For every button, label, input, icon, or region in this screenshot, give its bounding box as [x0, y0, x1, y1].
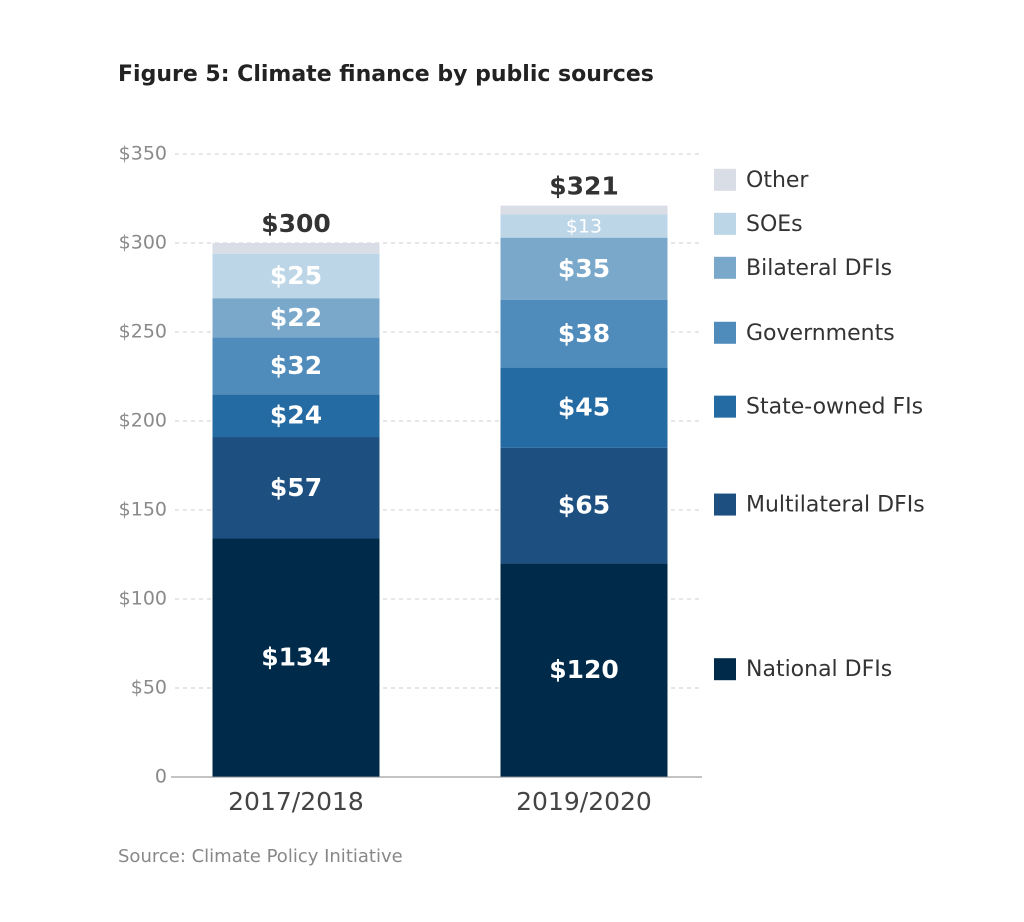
- bar-segment: [212, 243, 380, 254]
- y-tick-label: $100: [119, 588, 167, 610]
- data-label: $32: [270, 351, 322, 380]
- legend-swatch: [714, 395, 736, 418]
- legend-label: Governments: [746, 321, 895, 346]
- legend-swatch: [714, 321, 736, 344]
- legend-swatch: [714, 658, 736, 681]
- y-tick-label: $350: [119, 143, 167, 165]
- legend-swatch: [714, 212, 736, 235]
- bar-segment: [500, 447, 668, 564]
- bar-segment: [500, 563, 668, 777]
- source-note: Source: Climate Policy Initiative: [118, 846, 403, 867]
- total-label: $321: [549, 172, 619, 201]
- legend-swatch: [714, 256, 736, 279]
- data-label: $22: [270, 303, 322, 332]
- y-tick-label: $300: [119, 232, 167, 254]
- bar-segment: [500, 299, 668, 368]
- legend-label: SOEs: [746, 212, 803, 237]
- y-tick-label: $50: [131, 677, 167, 699]
- legend-label: Bilateral DFIs: [746, 256, 892, 281]
- bar-segment: [500, 214, 668, 238]
- bar-segment: [212, 337, 380, 395]
- bar-segment: [500, 367, 668, 448]
- y-tick-label: $200: [119, 410, 167, 432]
- y-tick-label: $150: [119, 499, 167, 521]
- bar-segment: [212, 298, 380, 338]
- bar-segment: [212, 253, 380, 299]
- bar-segment: [212, 437, 380, 539]
- data-label: $35: [558, 254, 610, 283]
- data-label: $45: [558, 393, 610, 422]
- data-label: $25: [270, 261, 322, 290]
- bar-segment: [500, 205, 668, 215]
- data-label: $120: [549, 655, 619, 684]
- legend-swatch: [714, 168, 736, 191]
- y-tick-label: $250: [119, 321, 167, 343]
- y-tick-label: 0: [155, 766, 167, 788]
- data-label: $24: [270, 401, 322, 430]
- bar-segment: [212, 394, 380, 438]
- data-label: $13: [566, 216, 602, 238]
- bar-segment: [212, 538, 380, 777]
- legend-label: State-owned FIs: [746, 395, 923, 420]
- data-label: $65: [558, 491, 610, 520]
- bar-segment: [500, 237, 668, 300]
- data-label: $57: [270, 473, 322, 502]
- legend-label: National DFIs: [746, 657, 892, 682]
- data-label: $134: [261, 643, 331, 672]
- x-tick-label: 2017/2018: [228, 787, 364, 816]
- chart-title: Figure 5: Climate finance by public sour…: [118, 62, 654, 87]
- legend-swatch: [714, 493, 736, 516]
- legend-label: Multilateral DFIs: [746, 493, 925, 518]
- legend-label: Other: [746, 168, 809, 193]
- x-tick-label: 2019/2020: [516, 787, 652, 816]
- total-label: $300: [261, 209, 331, 238]
- data-label: $38: [558, 319, 610, 348]
